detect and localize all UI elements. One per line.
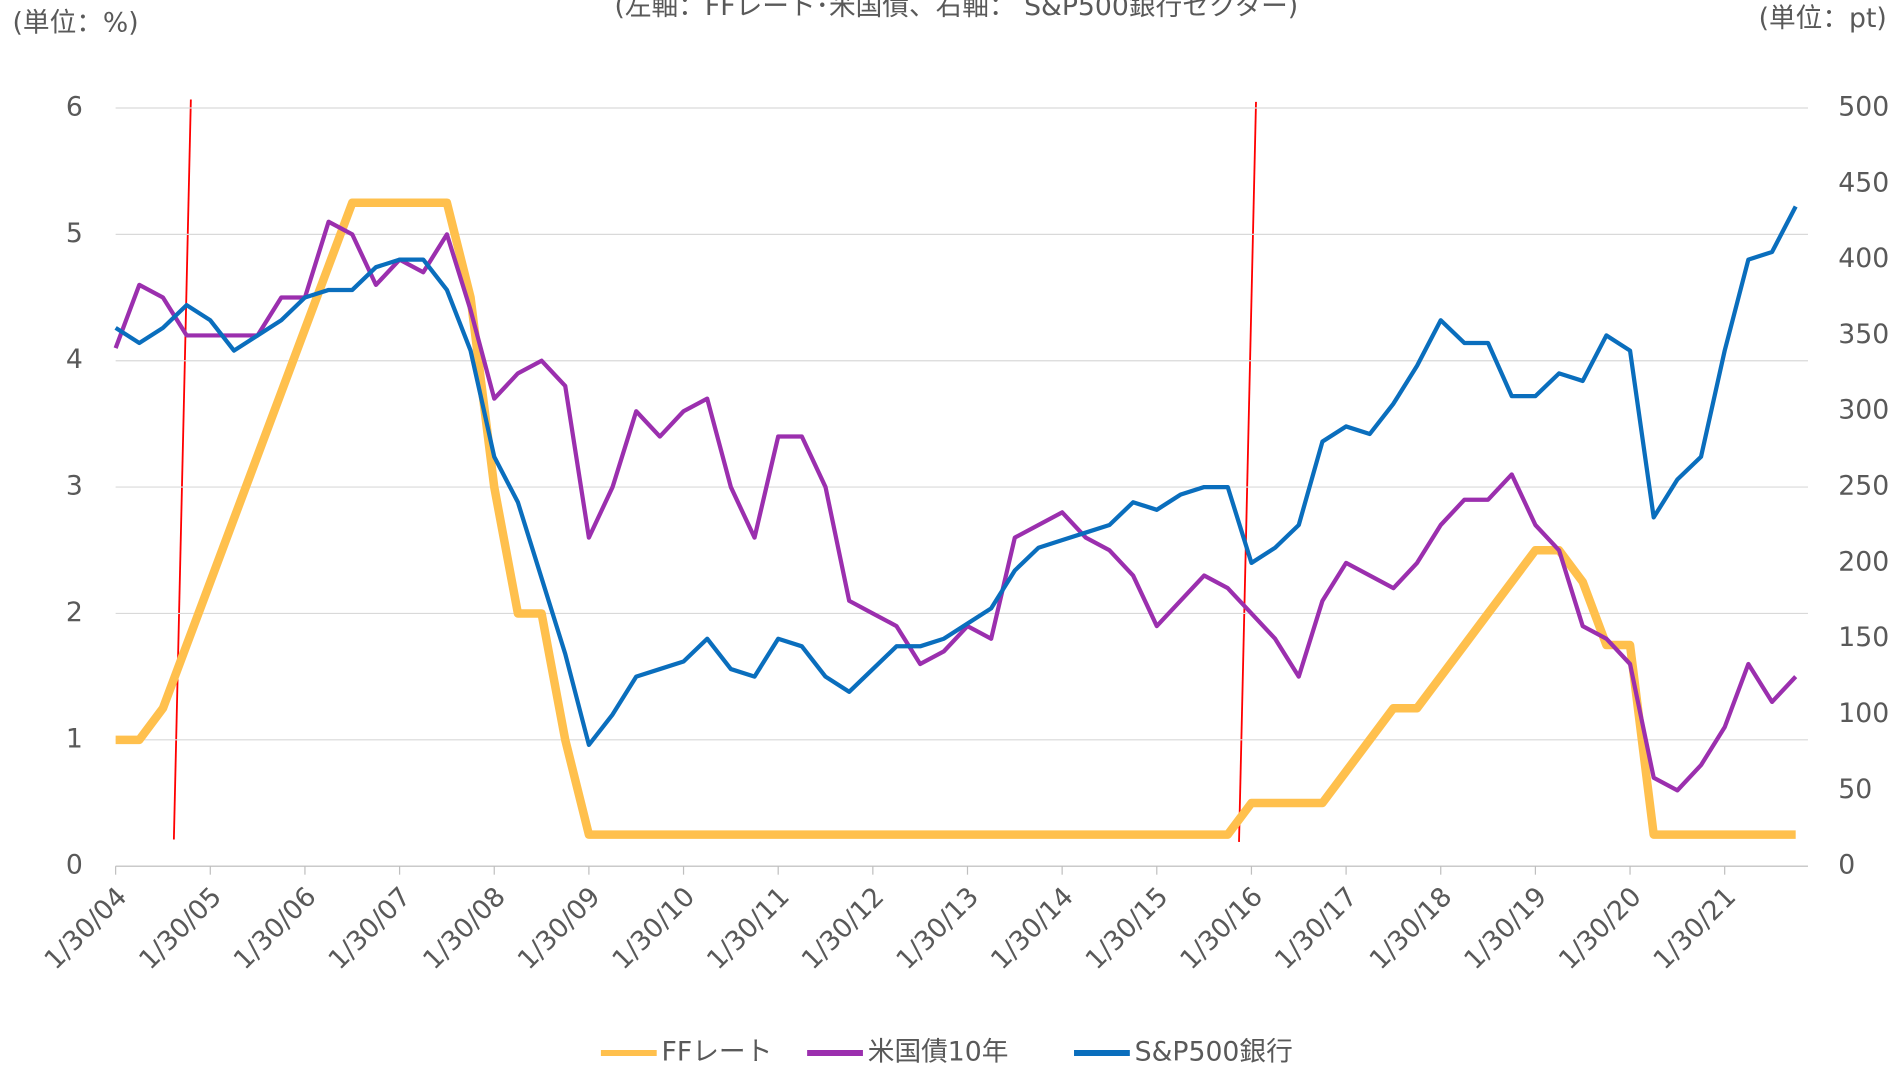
y-tick-label: 2 [66, 597, 83, 628]
legend-label: S&P500銀行 [1135, 1037, 1293, 1068]
x-tick-label: 1/30/20 [1553, 881, 1648, 976]
y2-tick-label: 250 [1838, 471, 1889, 502]
y2-tick-label: 450 [1838, 167, 1889, 198]
y2-tick-label: 300 [1838, 395, 1889, 426]
x-tick-label: 1/30/09 [512, 881, 607, 976]
series-line [113, 219, 1798, 793]
x-tick-label: 1/30/12 [796, 881, 891, 976]
y2-tick-label: 100 [1838, 698, 1889, 729]
y-axis-label: (単位：%) [13, 8, 139, 39]
x-tick-label: 1/30/08 [417, 881, 512, 976]
x-tick-label: 1/30/16 [1174, 881, 1269, 976]
x-tick-label: 1/30/10 [606, 881, 701, 976]
series-line [114, 205, 1798, 747]
y2-tick-label: 350 [1838, 319, 1889, 350]
x-tick-label: 1/30/06 [228, 881, 323, 976]
annotation-line [1238, 101, 1257, 842]
series-line [115, 198, 1796, 839]
x-tick-label: 1/30/19 [1458, 881, 1553, 976]
y-tick-label: 6 [66, 91, 83, 122]
y-tick-label: 4 [66, 344, 83, 375]
x-tick-label: 1/30/04 [39, 881, 134, 976]
legend-label: FFレート [662, 1037, 773, 1068]
y-tick-label: 5 [66, 218, 83, 249]
x-tick-label: 1/30/18 [1364, 881, 1459, 976]
x-tick-label: 1/30/07 [322, 881, 417, 976]
y-tick-label: 1 [66, 723, 83, 754]
y2-tick-label: 400 [1838, 243, 1889, 274]
annotation-line [172, 99, 192, 840]
x-tick-label: 1/30/11 [701, 881, 796, 976]
x-tick-label: 1/30/17 [1269, 881, 1364, 976]
x-tick-label: 1/30/05 [133, 881, 228, 976]
y-tick-label: 0 [66, 850, 83, 881]
y2-tick-label: 500 [1838, 91, 1889, 122]
x-tick-label: 1/30/15 [1080, 881, 1175, 976]
y2-tick-label: 50 [1838, 774, 1872, 805]
y2-axis-label: (単位：pt) [1759, 3, 1887, 34]
y2-tick-label: 0 [1838, 850, 1855, 881]
x-tick-label: 1/30/14 [985, 881, 1080, 976]
legend-label: 米国債10年 [868, 1037, 1009, 1068]
x-tick-label: 1/30/21 [1648, 881, 1743, 976]
x-tick-label: 1/30/13 [890, 881, 985, 976]
y2-tick-label: 150 [1838, 622, 1889, 653]
y-tick-label: 3 [66, 471, 83, 502]
chart-title: (左軸：FFレート･米国債、右軸： S&P500銀行セクター) [614, 0, 1298, 22]
y2-tick-label: 200 [1838, 546, 1889, 577]
